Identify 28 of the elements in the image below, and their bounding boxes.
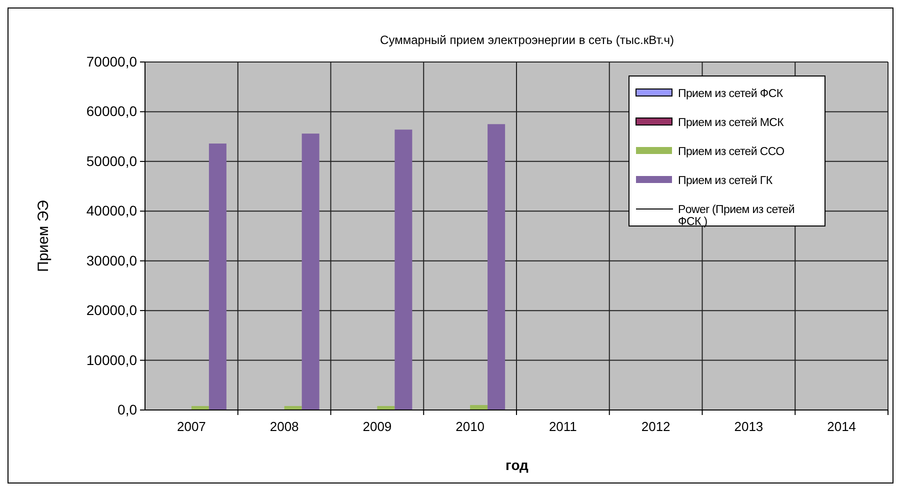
x-tick-label: 2012 bbox=[641, 419, 670, 434]
legend-label: Прием из сетей ССО bbox=[678, 146, 785, 158]
x-axis-title: год bbox=[506, 457, 529, 473]
bar bbox=[470, 405, 488, 410]
chart-title: Суммарный прием электроэнергии в сеть (тыс.кВт.ч) bbox=[380, 33, 674, 47]
y-tick-label: 30000,0 bbox=[86, 252, 138, 268]
y-tick-label: 10000,0 bbox=[86, 352, 138, 368]
bar bbox=[394, 130, 412, 410]
y-tick-label: 60000,0 bbox=[86, 103, 138, 120]
y-tick-label: 20000,0 bbox=[86, 302, 138, 318]
y-tick-label: 0,0 bbox=[118, 401, 138, 418]
y-tick-label: 70000,0 bbox=[86, 53, 138, 70]
bar bbox=[488, 124, 506, 410]
x-tick-label: 2008 bbox=[270, 419, 299, 434]
y-axis-title: Прием ЭЭ bbox=[35, 200, 52, 272]
x-tick-label: 2010 bbox=[456, 419, 485, 434]
legend-label: Прием из сетей ФСК bbox=[678, 88, 784, 100]
x-tick-label: 2007 bbox=[176, 419, 206, 434]
bar bbox=[302, 134, 320, 410]
x-tick-label: 2013 bbox=[734, 419, 764, 434]
legend-label: Прием из сетей ГК bbox=[678, 175, 773, 187]
x-tick-label: 2011 bbox=[548, 419, 577, 434]
x-tick-label: 2009 bbox=[362, 419, 392, 434]
y-tick-label: 40000,0 bbox=[86, 202, 138, 219]
y-tick-label: 50000,0 bbox=[86, 152, 138, 169]
x-tick-label: 2014 bbox=[827, 419, 856, 434]
legend-label: Прием из сетей МСК bbox=[678, 117, 784, 129]
bar bbox=[208, 144, 226, 410]
